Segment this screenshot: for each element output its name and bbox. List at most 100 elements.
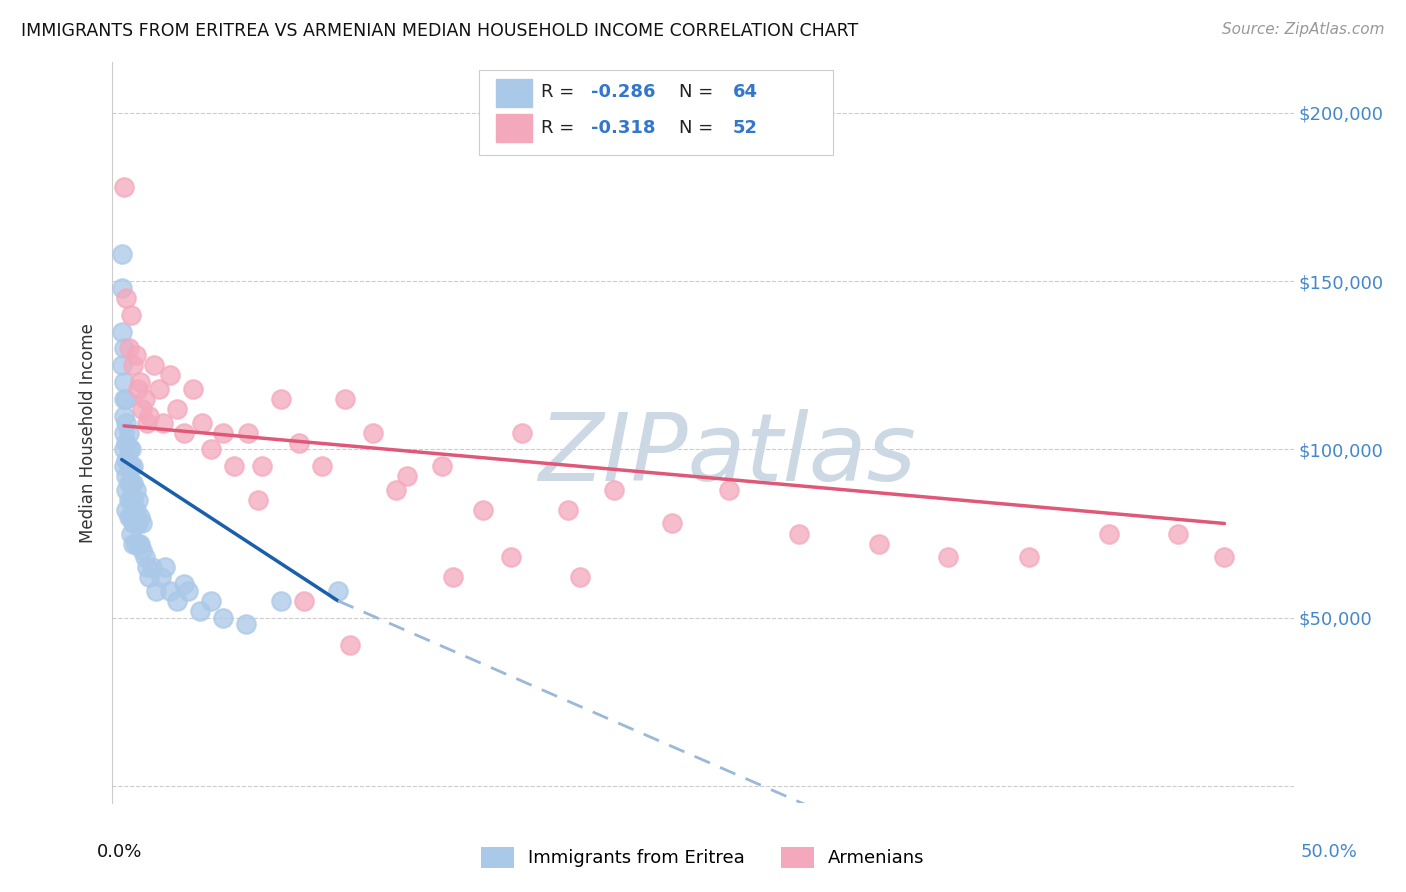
Point bbox=[115, 469, 138, 483]
Point bbox=[868, 536, 890, 550]
Point bbox=[117, 459, 139, 474]
Point bbox=[141, 560, 163, 574]
Point bbox=[120, 526, 142, 541]
Point bbox=[1018, 550, 1040, 565]
Point bbox=[122, 516, 145, 531]
Point bbox=[1167, 526, 1189, 541]
Point bbox=[603, 483, 626, 497]
Point bbox=[117, 509, 139, 524]
Point bbox=[568, 570, 591, 584]
Point bbox=[138, 570, 160, 584]
Point bbox=[122, 459, 145, 474]
Point bbox=[120, 476, 142, 491]
Point bbox=[311, 459, 333, 474]
Point bbox=[159, 368, 181, 383]
Point bbox=[145, 583, 167, 598]
Point bbox=[131, 402, 153, 417]
Text: 0.0%: 0.0% bbox=[97, 843, 142, 861]
Point bbox=[430, 459, 453, 474]
Point bbox=[510, 425, 533, 440]
Point bbox=[117, 342, 139, 356]
Point bbox=[129, 536, 152, 550]
Point bbox=[936, 550, 959, 565]
Point bbox=[117, 425, 139, 440]
Text: R =: R = bbox=[541, 119, 581, 136]
Point bbox=[124, 483, 146, 497]
Point bbox=[288, 435, 311, 450]
Point bbox=[115, 392, 138, 406]
Point bbox=[224, 459, 246, 474]
Text: 64: 64 bbox=[733, 83, 758, 101]
Point bbox=[127, 516, 149, 531]
Point bbox=[111, 281, 134, 295]
Point bbox=[246, 492, 269, 507]
Bar bbox=[496, 114, 531, 143]
Point bbox=[136, 560, 159, 574]
Point bbox=[1213, 550, 1236, 565]
Point bbox=[120, 308, 142, 322]
Point bbox=[235, 617, 257, 632]
Point bbox=[127, 492, 149, 507]
Point bbox=[120, 509, 142, 524]
Point bbox=[115, 503, 138, 517]
Point bbox=[122, 492, 145, 507]
Point bbox=[396, 469, 419, 483]
Point bbox=[441, 570, 464, 584]
Point bbox=[111, 247, 134, 261]
Point bbox=[112, 425, 135, 440]
Point bbox=[120, 442, 142, 457]
Point bbox=[173, 577, 195, 591]
Point bbox=[117, 442, 139, 457]
Point bbox=[384, 483, 406, 497]
Point bbox=[270, 392, 292, 406]
Point bbox=[177, 583, 200, 598]
Point bbox=[115, 435, 138, 450]
Point bbox=[499, 550, 522, 565]
Legend: Immigrants from Eritrea, Armenians: Immigrants from Eritrea, Armenians bbox=[481, 847, 925, 868]
Point bbox=[122, 359, 145, 373]
Point bbox=[111, 325, 134, 339]
Text: -0.286: -0.286 bbox=[591, 83, 655, 101]
Point bbox=[173, 425, 195, 440]
Point bbox=[112, 180, 135, 194]
Point bbox=[115, 416, 138, 430]
Text: Source: ZipAtlas.com: Source: ZipAtlas.com bbox=[1222, 22, 1385, 37]
Point bbox=[200, 442, 222, 457]
Point bbox=[149, 570, 172, 584]
Point bbox=[120, 492, 142, 507]
Point bbox=[1098, 526, 1121, 541]
Point bbox=[148, 382, 170, 396]
Point bbox=[200, 594, 222, 608]
Point bbox=[212, 425, 235, 440]
Point bbox=[115, 291, 138, 305]
Point bbox=[212, 610, 235, 624]
Point bbox=[270, 594, 292, 608]
Point bbox=[787, 526, 810, 541]
Point bbox=[112, 375, 135, 389]
Point bbox=[124, 348, 146, 362]
Text: N =: N = bbox=[679, 83, 720, 101]
Point bbox=[122, 536, 145, 550]
Text: 52: 52 bbox=[733, 119, 758, 136]
Point bbox=[111, 359, 134, 373]
Point bbox=[127, 382, 149, 396]
Point bbox=[120, 459, 142, 474]
Point bbox=[152, 416, 174, 430]
Point bbox=[191, 416, 214, 430]
Point bbox=[361, 425, 384, 440]
Point bbox=[326, 583, 349, 598]
Point bbox=[138, 409, 160, 423]
Point bbox=[134, 550, 156, 565]
Point bbox=[129, 375, 152, 389]
Point bbox=[188, 604, 211, 618]
Bar bbox=[496, 78, 531, 107]
Point bbox=[159, 583, 181, 598]
Point bbox=[129, 509, 152, 524]
Point bbox=[166, 594, 188, 608]
Point bbox=[472, 503, 495, 517]
Point bbox=[124, 516, 146, 531]
Point bbox=[112, 409, 135, 423]
Point bbox=[181, 382, 204, 396]
FancyBboxPatch shape bbox=[478, 70, 832, 155]
Point bbox=[292, 594, 315, 608]
